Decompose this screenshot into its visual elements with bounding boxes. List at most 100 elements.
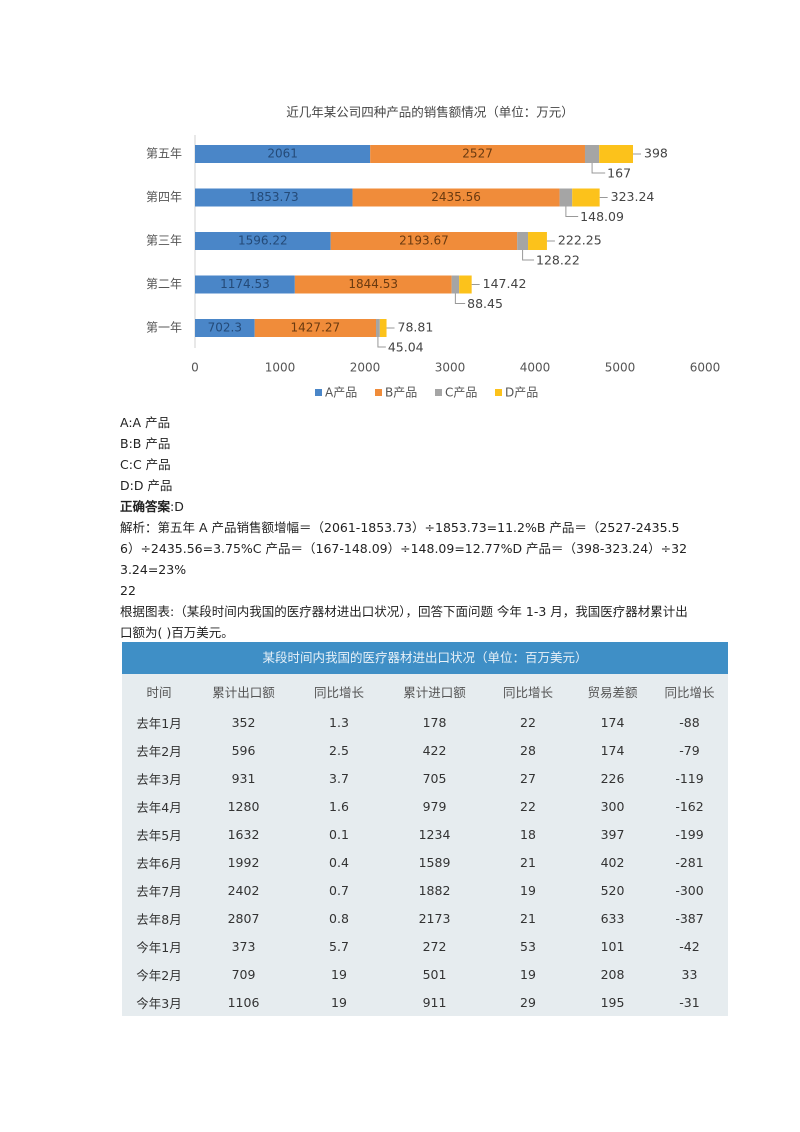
table-cell: 1.3 <box>329 714 349 730</box>
y-tick-label: 第五年 <box>146 147 182 161</box>
data-label: 167 <box>607 166 631 181</box>
table-row: 今年2月 709 19 501 19 208 33 <box>122 960 728 988</box>
table-row: 去年6月 1992 0.4 1589 21 402 -281 <box>122 848 728 876</box>
x-tick-label: 6000 <box>690 361 721 375</box>
bar-segment <box>352 188 560 207</box>
data-label: 2435.56 <box>431 190 481 204</box>
bar-segment <box>517 232 529 250</box>
explanation: 解析：第五年 A 产品销售额增幅＝（2061-1853.73）÷1853.73=… <box>120 520 688 577</box>
data-label: 45.04 <box>388 340 424 355</box>
chart: 近几年某公司四种产品的销售额情况（单位：万元） 0 1000 2000 3000 400… <box>146 105 721 400</box>
data-label: 2193.67 <box>399 234 449 248</box>
table-cell: 贸易差额 <box>587 684 638 700</box>
table-cell: 501 <box>422 966 447 982</box>
table: 某段时间内我国的医疗器材进出口状况（单位：百万美元） 时间 累计出口额 同比增长 累计… <box>122 642 728 1016</box>
data-label: 78.81 <box>398 320 434 335</box>
table-cell: 1.6 <box>329 798 349 814</box>
table-row: 去年3月 931 3.7 705 27 226 -119 <box>122 764 728 792</box>
option: D:D 产品 <box>120 478 173 493</box>
table-cell: 去年5月 <box>136 827 182 843</box>
table-row: 今年1月 373 5.7 272 53 101 -42 <box>122 932 728 960</box>
table-cell: 2402 <box>227 882 260 898</box>
table-cell: 18 <box>520 826 536 842</box>
table-cell: 931 <box>231 770 256 786</box>
table-cell: 2.5 <box>329 742 349 758</box>
bar-segment <box>572 188 600 207</box>
bar-segment <box>370 145 585 163</box>
table-cell: -79 <box>679 742 700 758</box>
legend-swatch <box>495 389 502 396</box>
table-cell: 520 <box>600 882 625 898</box>
answer: 正确答案:D <box>120 496 184 517</box>
table-cell: 397 <box>600 826 625 842</box>
leader-line <box>377 337 386 348</box>
data-label: 128.22 <box>536 253 580 268</box>
y-tick-label: 第一年 <box>146 321 182 335</box>
table-row: 去年7月 2402 0.7 1882 19 520 -300 <box>122 876 728 904</box>
table-cell: 2807 <box>227 910 260 926</box>
table-grid: 时间 累计出口额 同比增长 累计进口额 同比增长 贸易差额 同比增长 去年1月 352 1.3 17… <box>122 674 728 1016</box>
data-label: 148.09 <box>580 209 624 224</box>
table-cell: 0.7 <box>329 882 349 898</box>
table-cell: 同比增长 <box>502 684 553 700</box>
table-cell: 去年7月 <box>136 883 182 899</box>
bar-segment <box>376 319 380 337</box>
table-cell: 3.7 <box>329 770 349 786</box>
table-title: 某段时间内我国的医疗器材进出口状况（单位：百万美元） <box>122 642 728 674</box>
bar-segment <box>195 319 255 337</box>
table-cell: 时间 <box>146 684 172 700</box>
bar-segment <box>584 145 600 163</box>
data-label: 147.42 <box>483 276 527 291</box>
data-label: 1427.27 <box>291 321 341 335</box>
data-label: 323.24 <box>611 189 655 204</box>
leader-line <box>591 163 606 174</box>
table-cell: 累计进口额 <box>403 684 466 700</box>
table-cell: 1234 <box>418 826 451 842</box>
legend-swatch <box>375 389 382 396</box>
table-cell: 174 <box>600 742 625 758</box>
table-cell: 911 <box>422 994 447 1010</box>
legend-swatch <box>435 389 442 396</box>
table-cell: 29 <box>520 994 536 1010</box>
table-cell: 22 <box>520 714 536 730</box>
table-cell: 178 <box>422 714 447 730</box>
table-cell: 2173 <box>418 910 451 926</box>
table-cell: 596 <box>231 742 256 758</box>
table-cell: 28 <box>520 742 536 758</box>
leader-line <box>454 293 466 304</box>
option: A:A 产品 <box>120 415 171 430</box>
bar-segment <box>294 275 452 294</box>
bar-segment <box>559 188 573 207</box>
table-cell: -281 <box>675 854 704 870</box>
table-cell: -31 <box>679 994 700 1010</box>
y-tick-label: 第四年 <box>146 190 182 204</box>
table-cell: -162 <box>675 798 704 814</box>
y-tick-label: 第二年 <box>146 277 182 291</box>
table-cell: 22 <box>520 798 536 814</box>
legend-label: D产品 <box>505 386 538 400</box>
x-tick-label: 4000 <box>520 361 551 375</box>
bar-segment <box>195 188 353 207</box>
table-cell: 402 <box>600 854 625 870</box>
table-cell: 去年4月 <box>136 799 182 815</box>
table-cell: 19 <box>520 966 536 982</box>
table-row: 时间 累计出口额 同比增长 累计进口额 同比增长 贸易差额 同比增长 <box>122 674 728 708</box>
table-cell: 272 <box>422 938 447 954</box>
table-cell: 去年8月 <box>136 911 182 927</box>
table-cell: 去年3月 <box>136 771 182 787</box>
table-cell: 21 <box>520 854 536 870</box>
table-cell: -88 <box>679 714 700 730</box>
table-cell: 101 <box>600 938 625 954</box>
y-tick-label: 第三年 <box>146 234 182 248</box>
bar-segment <box>459 275 472 294</box>
table-cell: 19 <box>331 966 347 982</box>
table-cell: 53 <box>520 938 536 954</box>
x-tick-label: 3000 <box>435 361 466 375</box>
data-label: 702.3 <box>208 321 242 335</box>
x-tick-label: 2000 <box>350 361 381 375</box>
table-cell: 19 <box>520 882 536 898</box>
table-cell: 0.8 <box>329 910 349 926</box>
table-cell: 同比增长 <box>313 684 364 700</box>
bar-segment <box>528 232 547 250</box>
table-cell: 今年1月 <box>136 939 182 955</box>
